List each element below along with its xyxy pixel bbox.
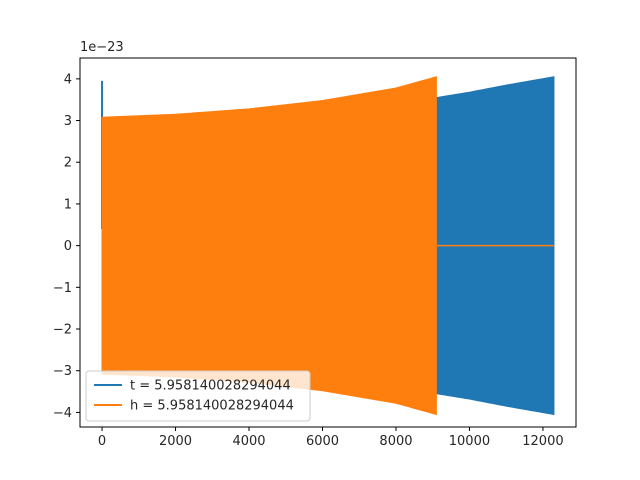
y-tick-label: 0 xyxy=(64,239,72,254)
x-tick-label: 12000 xyxy=(522,434,563,449)
legend-label: t = 5.958140028294044 xyxy=(130,379,291,394)
x-axis: 0 2000 4000 6000 8000 10000 12000 xyxy=(98,427,564,449)
series-h-envelope xyxy=(101,76,437,416)
legend-label: h = 5.958140028294044 xyxy=(130,399,294,414)
legend: t = 5.958140028294044 h = 5.9581400282940… xyxy=(85,370,311,422)
series-layer xyxy=(101,76,555,416)
y-tick-label: 2 xyxy=(64,156,72,171)
y-axis-offset-label: 1e−23 xyxy=(80,40,124,55)
y-tick-label: −1 xyxy=(53,281,72,296)
y-tick-label: 3 xyxy=(64,114,72,129)
y-tick-label: −2 xyxy=(53,323,72,338)
y-tick-label: −4 xyxy=(53,406,72,421)
axes-frame xyxy=(79,57,577,428)
y-axis: −4 −3 −2 −1 0 1 2 3 4 xyxy=(53,72,80,421)
x-tick-label: 2000 xyxy=(159,434,192,449)
x-tick-label: 10000 xyxy=(449,434,490,449)
y-tick-label: 4 xyxy=(64,72,72,87)
x-tick-label: 4000 xyxy=(232,434,265,449)
legend-box xyxy=(85,370,311,422)
y-tick-label: −3 xyxy=(53,364,72,379)
x-tick-label: 0 xyxy=(98,434,106,449)
x-tick-label: 8000 xyxy=(379,434,412,449)
x-tick-label: 6000 xyxy=(306,434,339,449)
y-tick-label: 1 xyxy=(64,197,72,212)
